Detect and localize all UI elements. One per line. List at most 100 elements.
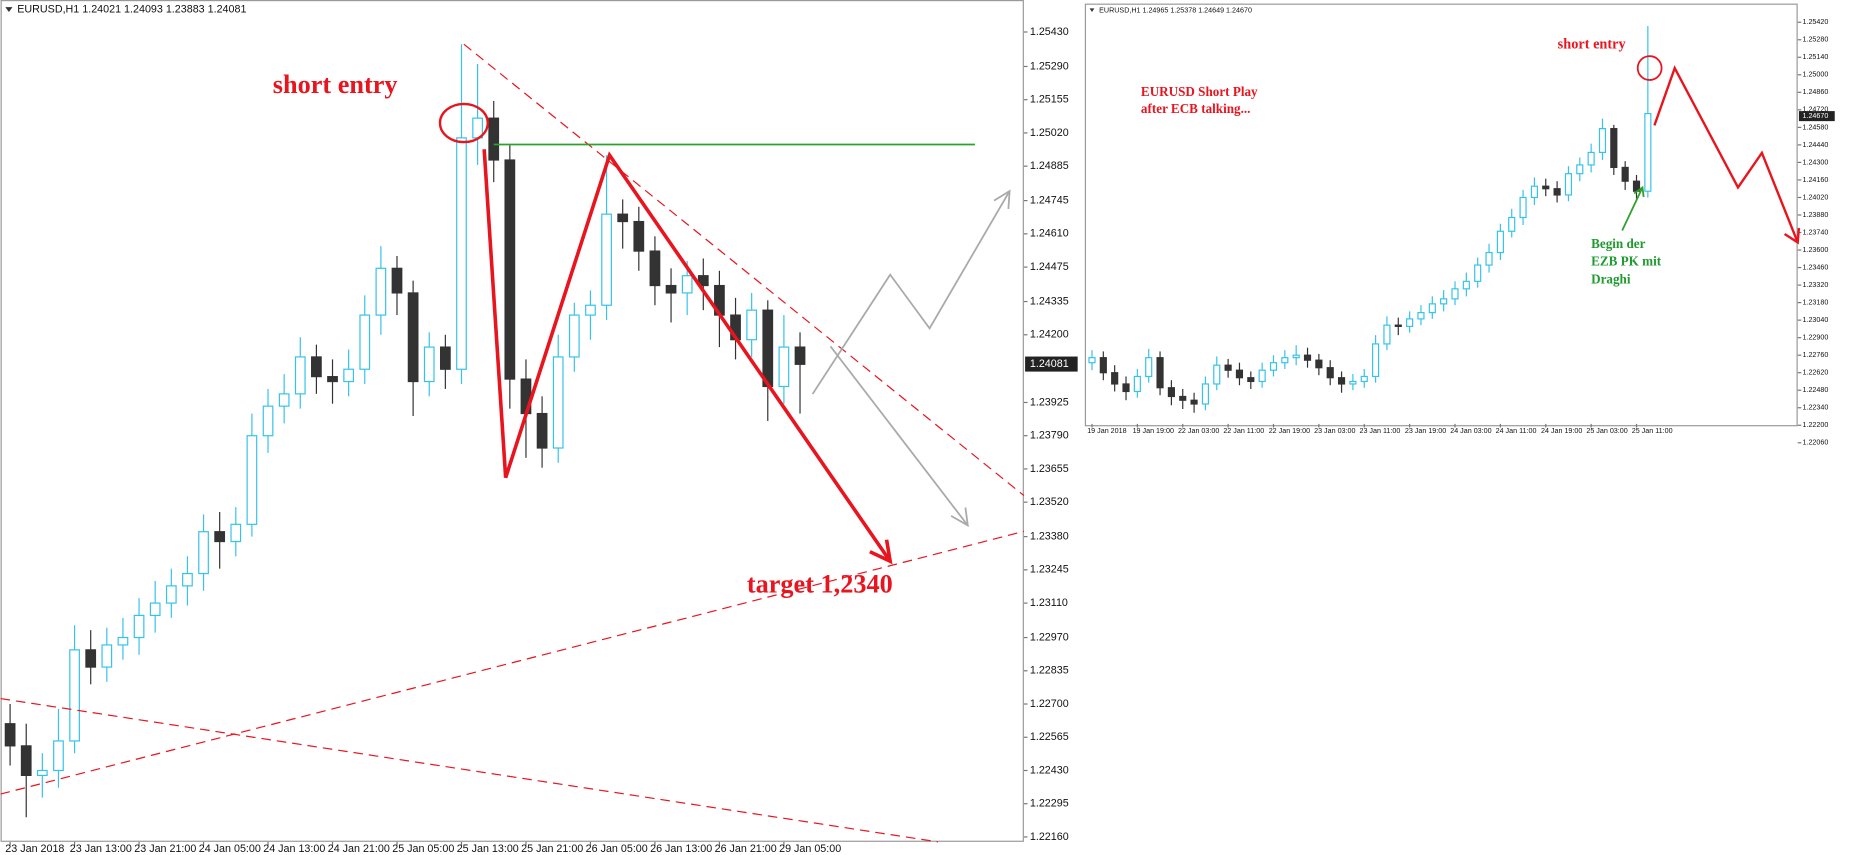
y-tick-label: 1.24610 — [1030, 228, 1069, 240]
y-tick-label: 1.24885 — [1030, 160, 1069, 172]
candle-body — [230, 523, 242, 543]
candle-body — [1088, 357, 1096, 364]
y-tick-label: 1.22480 — [1802, 386, 1828, 394]
candle-body — [697, 275, 709, 287]
candle-body — [1474, 264, 1482, 282]
y-tick-label: 1.23880 — [1802, 211, 1828, 219]
candle-body — [53, 740, 64, 772]
y-tick-label: 1.22900 — [1802, 334, 1828, 342]
candle-body — [1111, 372, 1119, 385]
candle-body — [1303, 354, 1312, 361]
y-tick-label: 1.22620 — [1802, 369, 1828, 377]
chart-title: EURUSD,H1 1.24965 1.25378 1.24649 1.2467… — [1099, 7, 1252, 15]
candle-body — [182, 572, 193, 587]
projection-arrow — [482, 149, 892, 563]
arrow-head — [869, 539, 893, 565]
candle-body — [1406, 318, 1414, 327]
candle-body — [343, 368, 355, 383]
candle-body — [1610, 128, 1618, 169]
y-tick-label: 1.23180 — [1802, 299, 1828, 307]
x-tick-label: 22 Jan 19:00 — [1269, 427, 1310, 435]
x-tick-label: 24 Jan 03:00 — [1450, 427, 1491, 435]
candle-body — [552, 356, 564, 449]
y-tick-label: 1.25020 — [1030, 127, 1069, 139]
candle-body — [617, 213, 629, 223]
candle-body — [278, 393, 290, 407]
annotation: short entry — [273, 70, 398, 99]
trend-line — [0, 530, 1025, 795]
y-tick-label: 1.25420 — [1802, 18, 1828, 26]
trend-line — [0, 697, 939, 843]
chart: EURUSD,H1 1.24021 1.24093 1.23883 1.2408… — [4, 3, 1078, 855]
y-tick-label: 1.23110 — [1030, 597, 1068, 609]
x-tick-label: 22 Jan 11:00 — [1223, 427, 1264, 435]
y-tick-label: 1.24200 — [1030, 329, 1069, 341]
y-tick-label: 1.24860 — [1802, 88, 1828, 96]
candle-body — [1235, 369, 1244, 379]
y-tick-label: 1.23040 — [1802, 316, 1828, 324]
y-tick-label: 1.24335 — [1030, 295, 1069, 307]
price-tag-label: 1.24081 — [1030, 358, 1069, 370]
candle-body — [1553, 188, 1561, 196]
candle-body — [1281, 357, 1289, 364]
x-tick-label: 26 Jan 13:00 — [650, 843, 712, 855]
candle-body — [439, 346, 451, 370]
candle-body — [4, 723, 16, 747]
candle-body — [1269, 362, 1278, 371]
right-frame — [1084, 3, 1798, 427]
annotation: EZB PK mit — [1591, 254, 1662, 269]
y-tick-label: 1.24160 — [1802, 176, 1828, 184]
candle-body — [1247, 377, 1255, 383]
chart-title: EURUSD,H1 1.24021 1.24093 1.23883 1.2408… — [17, 3, 246, 15]
price-tag — [1798, 111, 1835, 122]
y-tick-label: 1.22200 — [1802, 421, 1828, 429]
candle-body — [375, 267, 387, 316]
candle-body — [1519, 196, 1527, 219]
x-tick-label: 26 Jan 21:00 — [715, 843, 777, 855]
candle-body — [746, 309, 758, 341]
candle-body — [681, 275, 693, 294]
candle-body — [1349, 380, 1357, 385]
x-tick-label: 25 Jan 05:00 — [392, 843, 454, 855]
y-tick-label: 1.24440 — [1802, 141, 1828, 149]
candle-body — [1122, 383, 1130, 393]
candle-body — [1156, 357, 1164, 389]
y-tick-label: 1.24580 — [1802, 123, 1828, 131]
candle-body — [1326, 367, 1334, 379]
candle-body — [198, 531, 209, 575]
candle-body — [133, 614, 145, 639]
y-tick-label: 1.23600 — [1802, 246, 1828, 254]
candle-body — [1530, 185, 1538, 199]
candle-body — [165, 585, 177, 604]
candle-body — [1190, 399, 1198, 405]
x-tick-label: 24 Jan 19:00 — [1541, 427, 1582, 435]
candle-body — [1224, 364, 1232, 371]
y-tick-label: 1.25000 — [1802, 71, 1828, 79]
x-tick-label: 24 Jan 13:00 — [263, 843, 325, 855]
x-tick-label: 23 Jan 13:00 — [70, 843, 132, 855]
y-tick-label: 1.23790 — [1030, 430, 1069, 442]
arrow-head — [950, 507, 969, 528]
candle-body — [1485, 251, 1493, 266]
y-tick-label: 1.22430 — [1030, 764, 1069, 776]
alt-arrow — [829, 345, 969, 526]
x-tick-label: 29 Jan 05:00 — [779, 843, 841, 855]
y-tick-label: 1.22835 — [1030, 665, 1069, 677]
candle-body — [69, 649, 80, 742]
candle-body — [1417, 312, 1425, 320]
x-tick-label: 24 Jan 11:00 — [1496, 427, 1537, 435]
y-tick-label: 1.23520 — [1030, 496, 1069, 508]
y-tick-label: 1.22970 — [1030, 631, 1069, 643]
candle-body — [327, 376, 338, 383]
y-tick-label: 1.22700 — [1030, 698, 1069, 710]
x-tick-label: 19 Jan 19:00 — [1133, 427, 1174, 435]
candle-body — [1428, 303, 1436, 314]
x-tick-label: 23 Jan 11:00 — [1359, 427, 1400, 435]
candle-body — [794, 346, 806, 365]
candle-body — [1440, 298, 1448, 305]
y-tick-label: 1.22295 — [1030, 798, 1069, 810]
candle-body — [1462, 280, 1470, 290]
candle-body — [1587, 151, 1595, 166]
x-tick-label: 19 Jan 2018 — [1087, 427, 1126, 435]
